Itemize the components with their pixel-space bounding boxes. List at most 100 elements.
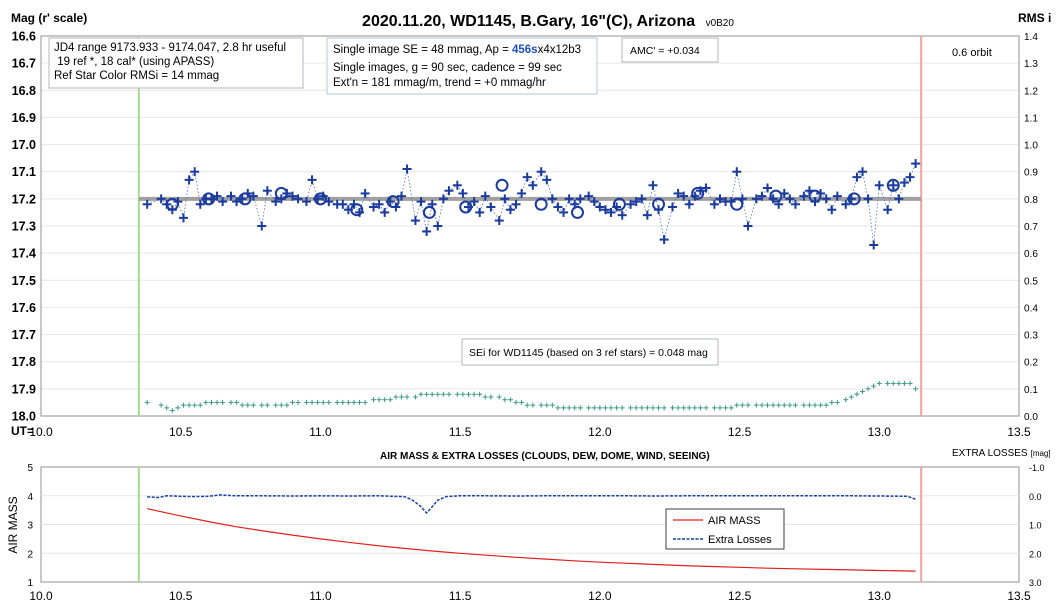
top-y-tick-label: 16.7 [12, 57, 36, 71]
top-right-tick-label: 0.8 [1024, 195, 1038, 206]
rms-point [633, 405, 639, 411]
rms-point [723, 405, 729, 411]
rms-point [496, 394, 502, 400]
rms-point [823, 402, 829, 408]
bottom-x-tick-label: 13.0 [868, 589, 892, 603]
circle-point [459, 200, 473, 214]
rms-point [278, 402, 284, 408]
rms-point [770, 402, 776, 408]
plus-point [888, 180, 898, 190]
rms-point [538, 402, 544, 408]
rms-point [871, 383, 877, 389]
top-y-tick-label: 17.1 [12, 165, 36, 179]
plus-point [790, 199, 800, 209]
legend-airmass-label: AIR MASS [708, 515, 761, 527]
plus-point [360, 188, 370, 198]
plus-point [751, 194, 761, 204]
circle-point [202, 192, 216, 206]
plus-point [899, 178, 909, 188]
plus-point [821, 194, 831, 204]
bottom-x-tick-labels: 10.0 10.5 11.0 11.5 12.0 12.5 13.0 13.5 [29, 589, 1031, 603]
top-right-tick-label: 0.6 [1024, 249, 1038, 260]
circle-point [238, 192, 252, 206]
top-y-tick-label: 17.3 [12, 220, 36, 234]
top-chart-title: 2020.11.20, WD1145, B.Gary, 16"(C), Ariz… [362, 13, 695, 30]
rms-point [362, 399, 368, 405]
rms-point [586, 405, 592, 411]
top-right-tick-label: 0.0 [1024, 412, 1038, 423]
rms-point [753, 402, 759, 408]
rms-point [259, 402, 265, 408]
plus-point [799, 191, 809, 201]
top-x-tick-label: 13.5 [1007, 425, 1031, 439]
plus-point [642, 210, 652, 220]
circle-point [165, 197, 179, 211]
rms-point [220, 399, 226, 405]
rms-point [482, 394, 488, 400]
bottom-x-tick-label: 10.0 [29, 589, 53, 603]
plus-point [402, 164, 412, 174]
info-box: JD4 range 9173.933 - 9174.047, 2.8 hr us… [48, 37, 304, 89]
plus-point [444, 186, 454, 196]
plus-point [606, 207, 616, 217]
bottom-right-tick-label: -1.0 [1029, 463, 1045, 473]
rms-point [387, 397, 393, 403]
circle-point [769, 189, 783, 203]
plus-point [536, 167, 546, 177]
rms-point [376, 397, 382, 403]
rms-point [829, 399, 835, 405]
plus-point [553, 202, 563, 212]
plus-point [142, 199, 152, 209]
plus-point [287, 191, 297, 201]
rms-point [739, 402, 745, 408]
rms-point [661, 405, 667, 411]
top-y-tick-label: 18.0 [12, 410, 36, 424]
rms-point [460, 391, 466, 397]
top-chart-version: v0B20 [706, 18, 735, 29]
bottom-legend: AIR MASS Extra Losses [665, 508, 785, 550]
plus-point [480, 191, 490, 201]
plus-point [732, 167, 742, 177]
top-chart: Mag (r' scale) RMS i 2020.11.20, WD1145,… [11, 11, 1051, 439]
rms-point [644, 405, 650, 411]
rms-point [234, 399, 240, 405]
rms-point [745, 402, 751, 408]
rms-point [806, 402, 812, 408]
plus-point [469, 197, 479, 207]
sei-text: SEi for WD1145 (based on 3 ref stars) = … [469, 347, 708, 359]
plus-point [827, 205, 837, 215]
info-box-line-1: JD4 range 9173.933 - 9174.047, 2.8 hr us… [54, 42, 286, 54]
rms-point [865, 386, 871, 392]
rms-point [602, 405, 608, 411]
circle-point [847, 192, 861, 206]
rms-point [885, 380, 891, 386]
rms-point [792, 402, 798, 408]
plus-point [709, 199, 719, 209]
top-right-tick-label: 0.3 [1024, 331, 1038, 342]
plus-point [631, 197, 641, 207]
plus-point [218, 197, 228, 207]
rms-point [320, 399, 326, 405]
plus-point [338, 199, 348, 209]
rms-point [619, 405, 625, 411]
plus-point [257, 221, 267, 231]
bottom-chart: AIR MASS & EXTRA LOSSES (CLOUDS, DEW, DO… [6, 448, 1051, 603]
rms-point [591, 405, 597, 411]
rms-point [549, 402, 555, 408]
top-right-tick-label: 1.3 [1024, 59, 1038, 70]
circle-point [313, 192, 327, 206]
rms-point [393, 394, 399, 400]
top-y-tick-label: 17.2 [12, 192, 36, 206]
bottom-right-tick-label: 0.0 [1029, 492, 1042, 502]
rms-point [854, 391, 860, 397]
rms-point [471, 391, 477, 397]
se-line-3: Ext'n = 181 mmag/m, trend = +0 mmag/hr [333, 77, 546, 89]
plus-point [905, 172, 915, 182]
top-right-tick-label: 0.4 [1024, 303, 1038, 314]
plus-point [757, 191, 767, 201]
circle-point [274, 186, 288, 200]
rms-point [284, 402, 290, 408]
plus-point [763, 183, 773, 193]
plus-point [863, 194, 873, 204]
